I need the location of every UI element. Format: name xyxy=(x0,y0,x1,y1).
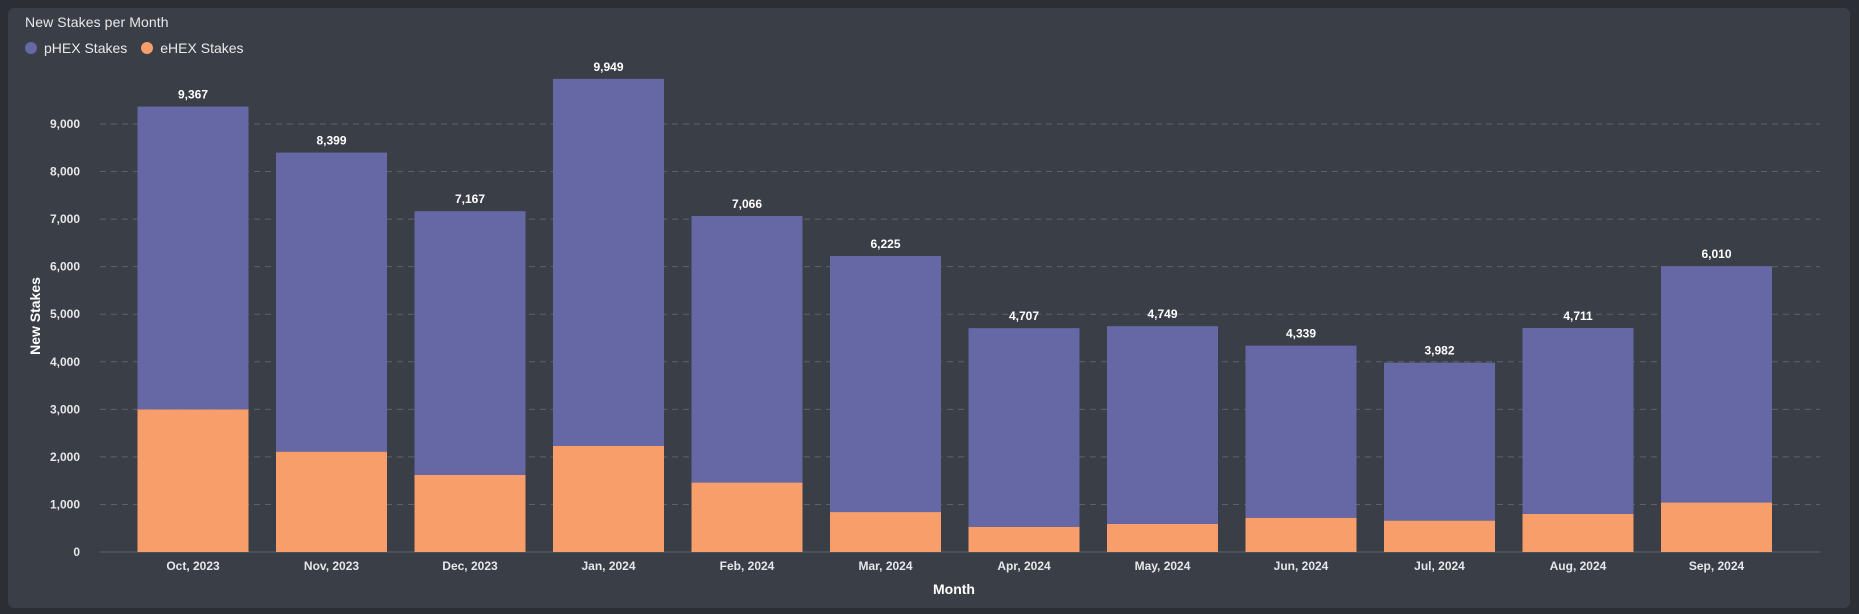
legend: pHEX Stakes eHEX Stakes xyxy=(25,40,244,56)
legend-phex-swatch-icon xyxy=(25,42,37,54)
data-labels: 9,367 8,399 7,167 9,949 7,066 6,225 4,707 4,749… xyxy=(178,60,1732,358)
x-tick-label: Feb, 2024 xyxy=(720,559,775,573)
bar-ehex-6[interactable] xyxy=(968,526,1080,552)
x-tick-label: Jul, 2024 xyxy=(1414,559,1465,573)
x-tick-label: Oct, 2023 xyxy=(166,559,220,573)
y-tick-label: 7,000 xyxy=(50,212,80,226)
bar-phex-8[interactable] xyxy=(1245,345,1357,518)
legend-ehex-label: eHEX Stakes xyxy=(160,40,244,56)
legend-item-ehex[interactable]: eHEX Stakes xyxy=(141,40,244,56)
y-tick-label: 9,000 xyxy=(50,117,80,131)
bar-phex-9[interactable] xyxy=(1384,362,1495,521)
x-tick-label: Nov, 2023 xyxy=(304,559,359,573)
x-tick-label: Aug, 2024 xyxy=(1550,559,1607,573)
bar-ehex-5[interactable] xyxy=(830,512,941,552)
bar-total-label: 6,010 xyxy=(1701,247,1731,261)
bar-phex-11[interactable] xyxy=(1661,266,1772,503)
legend-phex-label: pHEX Stakes xyxy=(44,40,128,56)
legend-item-phex[interactable]: pHEX Stakes xyxy=(25,40,127,56)
bars xyxy=(137,78,1772,552)
y-axis-ticks: 0 1,000 2,000 3,000 4,000 5,000 6,000 7,000 8,00… xyxy=(50,117,80,559)
bar-total-label: 4,711 xyxy=(1563,309,1593,323)
bar-phex-1[interactable] xyxy=(276,152,387,452)
y-tick-label: 0 xyxy=(73,545,80,559)
bar-total-label: 3,982 xyxy=(1424,344,1454,358)
x-axis-title: Month xyxy=(933,581,975,597)
legend-ehex-swatch-icon xyxy=(141,42,154,54)
bar-ehex-11[interactable] xyxy=(1661,502,1772,552)
x-tick-label: Jun, 2024 xyxy=(1274,559,1329,573)
bar-total-label: 8,399 xyxy=(316,134,346,148)
bar-total-label: 9,949 xyxy=(593,60,623,74)
bar-ehex-10[interactable] xyxy=(1522,513,1634,552)
bar-phex-4[interactable] xyxy=(691,215,803,483)
bar-ehex-9[interactable] xyxy=(1384,520,1495,552)
y-tick-label: 6,000 xyxy=(50,260,80,274)
y-axis-title: New Stakes xyxy=(27,277,43,355)
bar-ehex-1[interactable] xyxy=(276,451,387,552)
y-tick-label: 8,000 xyxy=(50,165,80,179)
bar-phex-7[interactable] xyxy=(1107,326,1218,524)
bar-phex-2[interactable] xyxy=(414,211,526,475)
bar-ehex-4[interactable] xyxy=(691,482,803,552)
bar-total-label: 9,367 xyxy=(178,88,208,102)
x-tick-label: Dec, 2023 xyxy=(442,559,498,573)
bar-total-label: 6,225 xyxy=(870,237,900,251)
y-tick-label: 1,000 xyxy=(50,497,80,511)
bar-phex-6[interactable] xyxy=(968,328,1080,527)
x-tick-label: Jan, 2024 xyxy=(581,559,635,573)
bar-total-label: 7,066 xyxy=(732,197,762,211)
bar-phex-5[interactable] xyxy=(830,255,941,513)
y-tick-label: 4,000 xyxy=(50,355,80,369)
bar-ehex-3[interactable] xyxy=(553,445,664,552)
bar-ehex-7[interactable] xyxy=(1107,523,1218,552)
x-tick-label: Mar, 2024 xyxy=(858,559,912,573)
x-tick-label: Apr, 2024 xyxy=(997,559,1051,573)
bar-ehex-8[interactable] xyxy=(1245,517,1357,552)
bar-phex-3[interactable] xyxy=(553,78,664,446)
x-axis-ticks: Oct, 2023 Nov, 2023 Dec, 2023 Jan, 2024 Feb,… xyxy=(166,559,1744,573)
y-tick-label: 3,000 xyxy=(50,402,80,416)
bar-phex-0[interactable] xyxy=(137,106,249,410)
bar-phex-10[interactable] xyxy=(1522,327,1634,514)
x-tick-label: Sep, 2024 xyxy=(1689,559,1745,573)
bar-total-label: 4,749 xyxy=(1147,307,1177,321)
bar-ehex-0[interactable] xyxy=(137,409,249,552)
bar-total-label: 4,339 xyxy=(1286,327,1316,341)
y-tick-label: 5,000 xyxy=(50,307,80,321)
bar-total-label: 7,167 xyxy=(455,192,485,206)
chart-title: New Stakes per Month xyxy=(25,14,169,30)
x-tick-label: May, 2024 xyxy=(1135,559,1191,573)
y-tick-label: 2,000 xyxy=(50,450,80,464)
bar-ehex-2[interactable] xyxy=(414,474,526,552)
bar-total-label: 4,707 xyxy=(1009,309,1039,323)
